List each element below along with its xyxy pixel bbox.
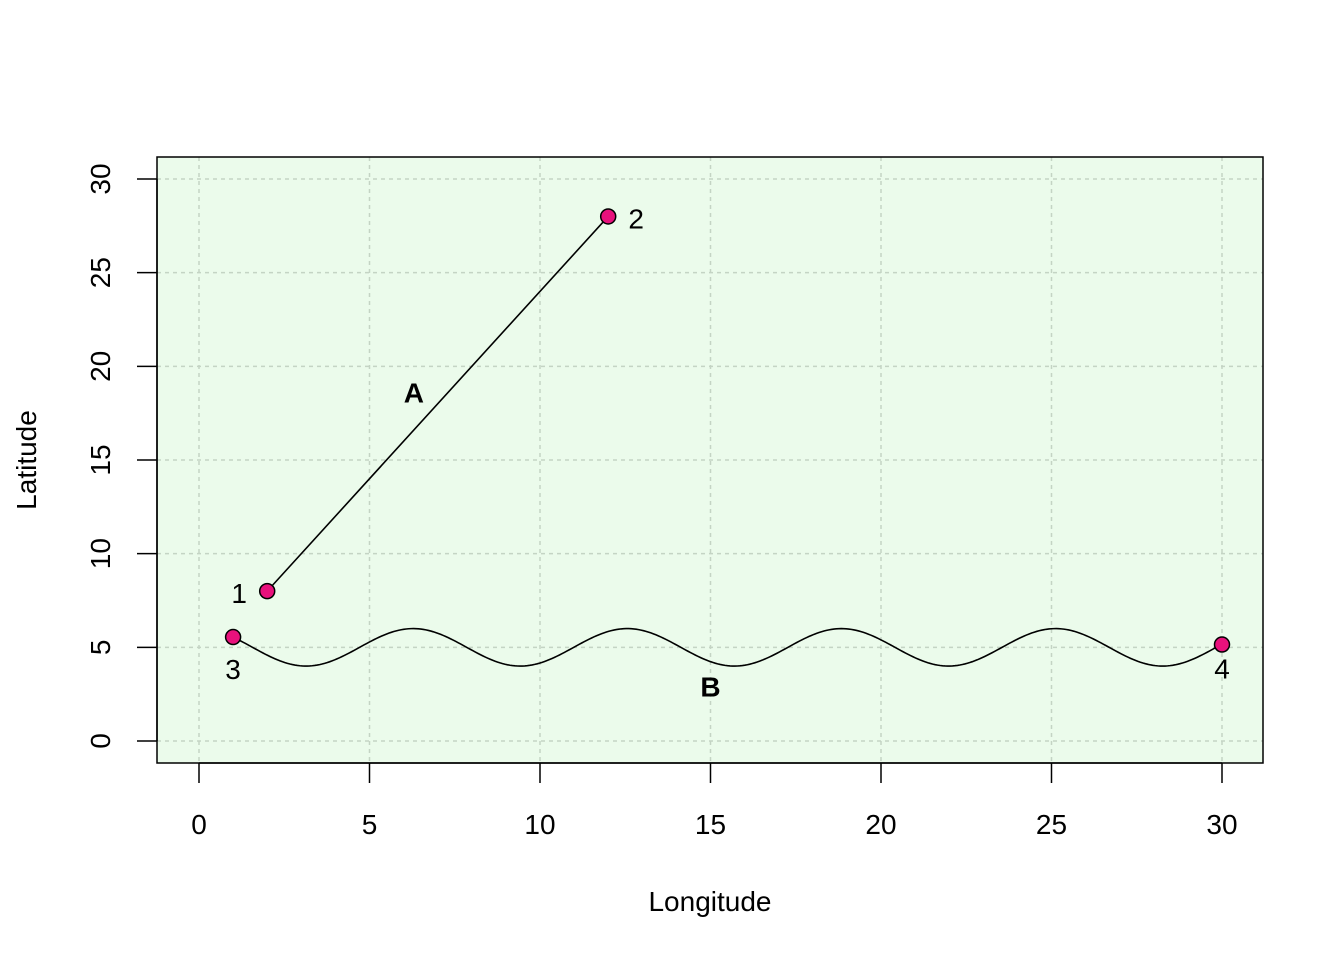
x-tick-label: 25 <box>1036 809 1067 840</box>
y-tick-label: 10 <box>85 538 116 569</box>
x-tick-label: 30 <box>1206 809 1237 840</box>
y-axis-title: Latitude <box>11 410 42 510</box>
x-tick-label: 10 <box>524 809 555 840</box>
x-axis: 0 5 10 15 20 25 30 <box>191 762 1238 840</box>
x-tick-label: 15 <box>695 809 726 840</box>
y-tick-label: 5 <box>85 640 116 656</box>
x-tick-label: 20 <box>865 809 896 840</box>
y-tick-label: 20 <box>85 351 116 382</box>
data-point-4 <box>1213 636 1231 653</box>
x-tick-label: 0 <box>191 809 207 840</box>
y-tick-label: 0 <box>85 733 116 749</box>
y-axis: 0 5 10 15 20 25 30 <box>85 163 158 749</box>
point-label-2: 2 <box>628 203 644 234</box>
path-label-a: A <box>404 378 424 409</box>
data-point-1 <box>258 582 276 600</box>
point-label-1: 1 <box>231 578 247 609</box>
y-tick-label: 25 <box>85 257 116 288</box>
data-point-2 <box>599 208 617 225</box>
point-label-4: 4 <box>1214 654 1230 685</box>
y-tick-label: 15 <box>85 444 116 475</box>
data-points: 1 2 3 4 <box>224 203 1231 685</box>
path-label-b: B <box>700 672 720 703</box>
y-tick-label: 30 <box>85 163 116 194</box>
x-tick-label: 5 <box>362 809 378 840</box>
data-point-3 <box>224 628 242 646</box>
path-line-b <box>232 627 1223 667</box>
x-axis-title: Longitude <box>648 886 771 917</box>
path-line-a <box>266 215 609 592</box>
point-label-3: 3 <box>225 654 241 685</box>
data-paths: AB <box>232 215 1223 703</box>
